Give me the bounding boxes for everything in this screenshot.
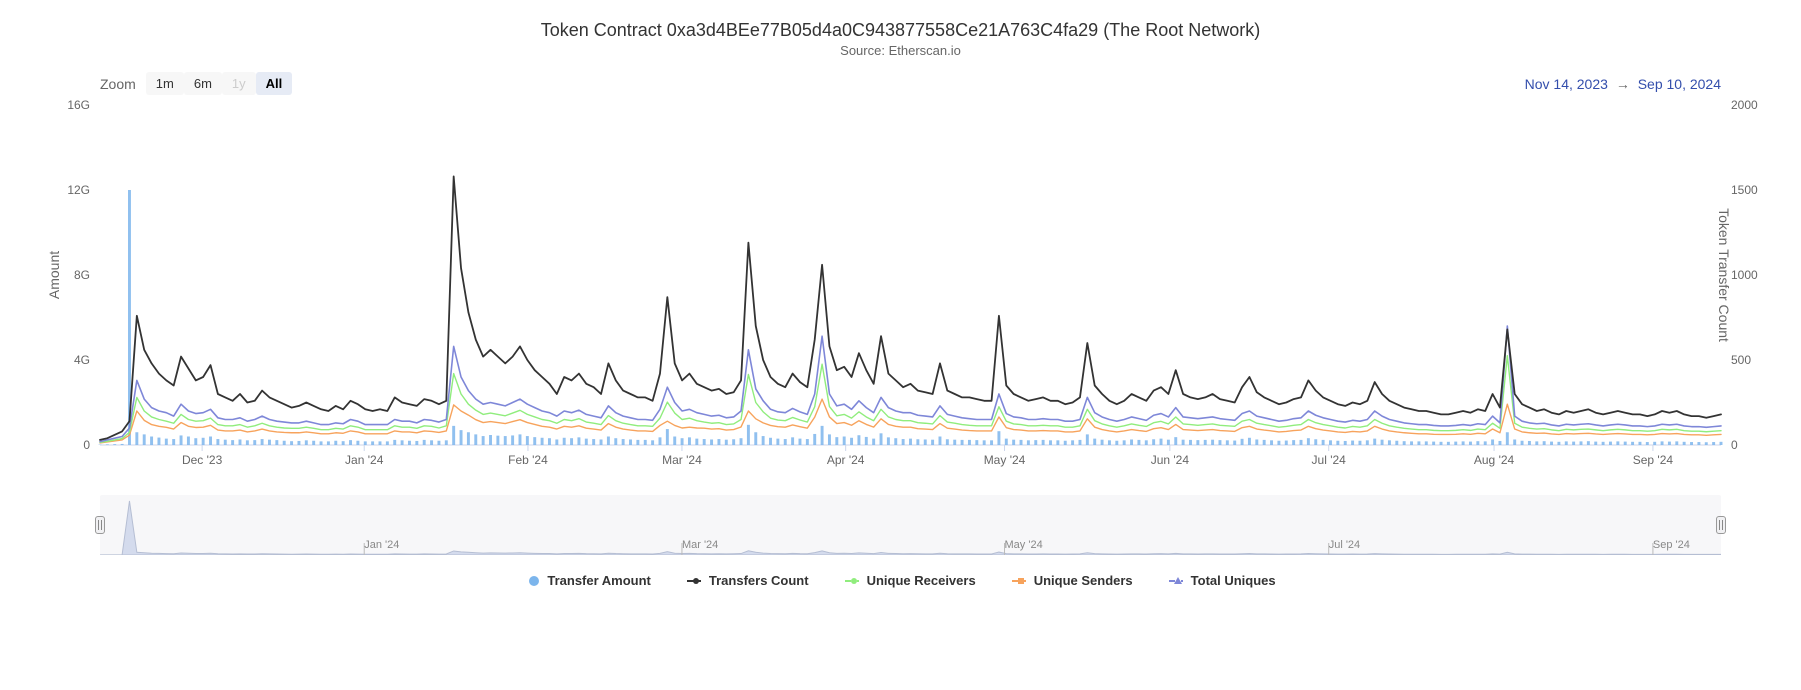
x-tick: Apr '24	[827, 453, 865, 467]
x-tick: May '24	[984, 453, 1026, 467]
navigator-svg	[100, 495, 1721, 555]
y-left-tick: 8G	[50, 268, 90, 282]
x-tick: Jul '24	[1312, 453, 1346, 467]
zoom-button-6m[interactable]: 6m	[184, 72, 222, 95]
legend-item-total-uniques[interactable]: Total Uniques	[1169, 573, 1276, 588]
range-display: Nov 14, 2023 → Sep 10, 2024	[1525, 76, 1721, 92]
range-arrow: →	[1616, 76, 1630, 92]
legend-label: Total Uniques	[1191, 573, 1276, 588]
navigator-tick: Mar '24	[682, 539, 718, 551]
chart-title: Token Contract 0xa3d4BEe77B05d4a0C943877…	[10, 20, 1791, 41]
range-start[interactable]: Nov 14, 2023	[1525, 76, 1608, 92]
legend-marker-icon	[845, 574, 859, 588]
chart-subtitle: Source: Etherscan.io	[10, 43, 1791, 58]
y-right-tick: 500	[1731, 353, 1771, 367]
legend-marker-icon	[1012, 574, 1026, 588]
x-tick: Dec '23	[182, 453, 222, 467]
range-end[interactable]: Sep 10, 2024	[1638, 76, 1721, 92]
x-tick: Aug '24	[1474, 453, 1514, 467]
navigator-tick: Jul '24	[1329, 539, 1360, 551]
x-tick: Mar '24	[662, 453, 702, 467]
plot-svg[interactable]	[100, 105, 1721, 445]
legend-marker-icon	[525, 574, 539, 588]
zoom-button-all[interactable]: All	[256, 72, 293, 95]
x-tick: Jun '24	[1151, 453, 1189, 467]
legend-item-transfer-amount[interactable]: Transfer Amount	[525, 573, 651, 588]
y-left-tick: 4G	[50, 353, 90, 367]
legend-label: Transfer Amount	[547, 573, 651, 588]
legend: Transfer Amount Transfers Count Unique Rec…	[10, 573, 1791, 588]
x-tick: Sep '24	[1633, 453, 1673, 467]
legend-marker-icon	[1169, 574, 1183, 588]
chart-container: Token Contract 0xa3d4BEe77B05d4a0C943877…	[0, 0, 1801, 690]
legend-marker-icon	[687, 574, 701, 588]
y-left-tick: 16G	[50, 98, 90, 112]
zoom-controls: Zoom 1m6m1yAll	[100, 72, 292, 95]
chart-toolbar: Zoom 1m6m1yAll Nov 14, 2023 → Sep 10, 20…	[10, 58, 1791, 95]
x-tick: Feb '24	[508, 453, 548, 467]
navigator[interactable]: Jan '24 Mar '24 May '24 Jul '24 Sep '24	[100, 495, 1721, 555]
legend-item-unique-receivers[interactable]: Unique Receivers	[845, 573, 976, 588]
x-tick: Jan '24	[345, 453, 383, 467]
navigator-handle-right[interactable]	[1716, 516, 1726, 534]
navigator-tick: May '24	[1005, 539, 1043, 551]
zoom-label: Zoom	[100, 76, 136, 92]
legend-label: Transfers Count	[709, 573, 809, 588]
navigator-handle-left[interactable]	[95, 516, 105, 534]
navigator-tick: Jan '24	[364, 539, 399, 551]
navigator-tick: Sep '24	[1653, 539, 1690, 551]
legend-label: Unique Senders	[1034, 573, 1133, 588]
y-right-tick: 0	[1731, 438, 1771, 452]
y-axis-right-label: Token Transfer Count	[1716, 208, 1732, 342]
legend-item-unique-senders[interactable]: Unique Senders	[1012, 573, 1133, 588]
y-left-tick: 12G	[50, 183, 90, 197]
y-right-tick: 2000	[1731, 98, 1771, 112]
plot-area[interactable]: Amount Token Transfer Count 04G8G12G16G …	[100, 105, 1721, 445]
zoom-button-1y: 1y	[222, 72, 256, 95]
legend-label: Unique Receivers	[867, 573, 976, 588]
zoom-button-1m[interactable]: 1m	[146, 72, 184, 95]
y-right-tick: 1000	[1731, 268, 1771, 282]
y-right-tick: 1500	[1731, 183, 1771, 197]
y-left-tick: 0	[50, 438, 90, 452]
legend-item-transfers-count[interactable]: Transfers Count	[687, 573, 809, 588]
